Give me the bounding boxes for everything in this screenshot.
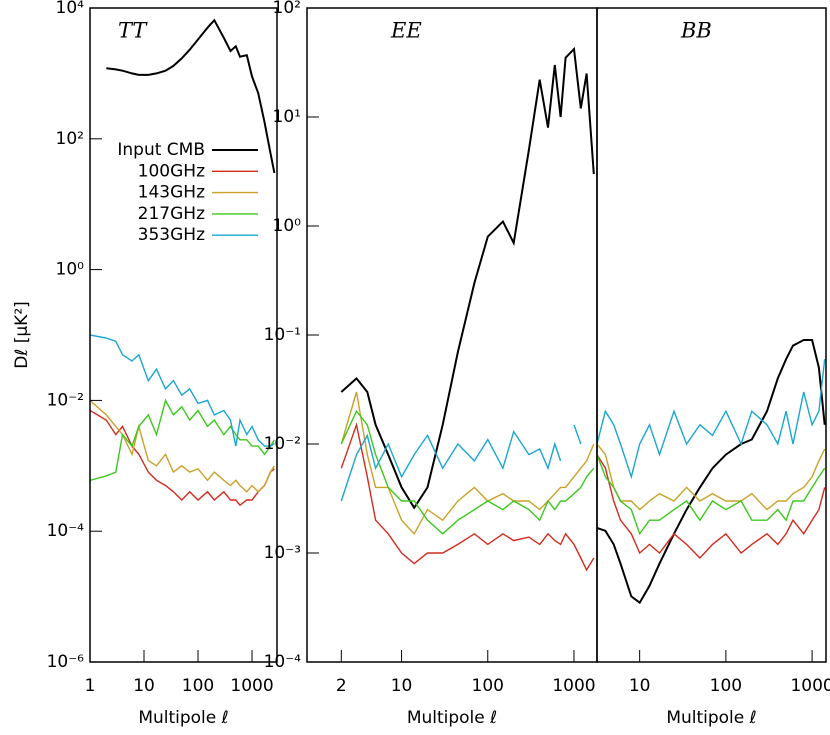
series-line [597, 454, 826, 560]
frame [89, 7, 278, 663]
y-tick-label: 10² [273, 0, 301, 18]
panel-title: TT [118, 19, 148, 43]
panel-title: BB [680, 19, 712, 43]
series-line [106, 18, 276, 174]
x-axis-label: Multipole ℓ [138, 708, 228, 728]
y-tick-label: 10¹ [273, 107, 301, 127]
series-line [597, 339, 826, 605]
y-tick-label: 10⁻² [47, 390, 84, 410]
series-line [340, 409, 595, 535]
x-axis-label: Multipole ℓ [666, 708, 756, 728]
y-tick-label: 10⁻⁴ [47, 521, 85, 541]
x-tick-label: 100 [472, 676, 504, 696]
y-tick-label: 10² [56, 129, 84, 149]
series-line [340, 422, 595, 572]
y-tick-label: 10⁻⁶ [47, 652, 85, 672]
series-line [340, 46, 595, 510]
y-tick-label: 10⁻⁴ [264, 652, 302, 672]
series-line [597, 454, 826, 536]
frame [596, 7, 827, 663]
y-tick-label: 10⁰ [56, 260, 85, 280]
x-tick-label: 1000 [790, 676, 830, 696]
x-tick-label: 10 [629, 676, 651, 696]
y-tick-label: 10⁰ [273, 216, 302, 236]
series-line [90, 399, 275, 493]
series-line [597, 359, 826, 480]
series-line [340, 391, 595, 535]
x-tick-label: 1000 [552, 676, 595, 696]
y-tick-label: 10⁻³ [264, 543, 301, 563]
legend-label: 353GHz [138, 225, 205, 245]
x-tick-label: 100 [182, 676, 214, 696]
x-axis-label: Multipole ℓ [407, 708, 497, 728]
series-line [90, 334, 275, 447]
legend-label: 217GHz [138, 204, 205, 224]
x-tick-label: 1 [85, 676, 96, 696]
x-tick-label: 10 [133, 676, 155, 696]
series-line [597, 443, 826, 511]
legend-label: 100GHz [138, 161, 205, 181]
frame [306, 7, 598, 663]
y-tick-label: 10⁻² [264, 434, 301, 454]
x-tick-label: 1000 [230, 676, 273, 696]
legend-label: 143GHz [138, 183, 205, 203]
y-axis-label: Dℓ [μK²] [12, 301, 32, 369]
legend-label: Input CMB [117, 140, 205, 160]
panel-title: EE [390, 19, 422, 43]
x-tick-label: 10 [391, 676, 413, 696]
series-line [90, 398, 275, 481]
y-tick-label: 10⁴ [56, 0, 85, 18]
y-tick-label: 10⁻¹ [264, 325, 301, 345]
x-tick-label: 100 [710, 676, 742, 696]
x-tick-label: 2 [336, 676, 347, 696]
